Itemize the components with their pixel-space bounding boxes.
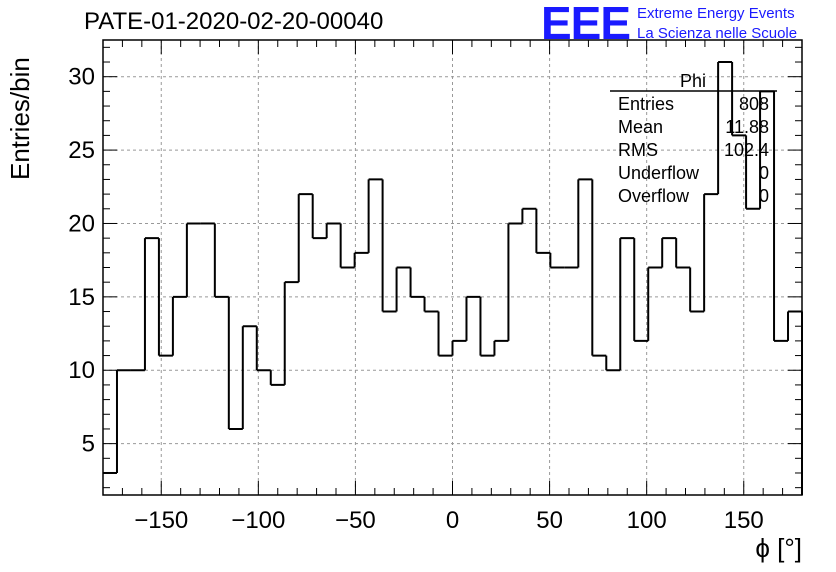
histogram-bin: [619, 237, 635, 371]
histogram-bin: [451, 339, 467, 356]
stats-value: 0: [759, 163, 769, 183]
histogram-bin: [703, 193, 719, 312]
logo-caption: Extreme Energy Events La Scienza nelle S…: [637, 4, 797, 44]
stats-value: 0: [759, 186, 769, 206]
histogram-bin: [437, 311, 453, 357]
histogram-bin: [171, 295, 187, 356]
stats-value: 808: [739, 94, 769, 114]
y-tick-label: 20: [68, 210, 95, 237]
histogram-bin: [773, 91, 789, 342]
histogram-bin: [689, 267, 705, 313]
stats-label: Underflow: [618, 163, 700, 183]
histogram-bin: [213, 223, 229, 298]
x-tick-label: 0: [446, 507, 459, 534]
histogram-bin: [745, 135, 761, 210]
histogram-bin: [311, 194, 327, 240]
x-tick-label: 50: [536, 507, 563, 534]
x-tick-label: −50: [335, 507, 376, 534]
histogram-bin: [339, 223, 355, 269]
x-axis-label: ϕ [°]: [755, 533, 802, 563]
histogram-bin: [157, 238, 173, 357]
histogram-bin: [549, 252, 565, 269]
stats-label: Mean: [618, 117, 663, 137]
histogram-bin: [535, 208, 551, 254]
y-tick-label: 10: [68, 357, 95, 384]
histogram-bin: [325, 222, 341, 239]
histogram-bin: [591, 179, 607, 357]
x-tick-label: −150: [134, 507, 188, 534]
histogram-bin: [605, 355, 621, 372]
histogram-bin: [115, 369, 131, 473]
histogram-bin: [731, 62, 747, 137]
stats-value: 102.4: [724, 140, 769, 160]
histogram-bin: [577, 178, 593, 268]
stats-label: Overflow: [618, 186, 690, 206]
histogram-bin: [479, 296, 495, 357]
histogram-bin: [381, 179, 397, 313]
histogram-bin: [633, 238, 649, 342]
histogram-bin: [353, 251, 369, 268]
histogram-bin: [241, 325, 257, 429]
stats-label: RMS: [618, 140, 658, 160]
y-tick-label: 5: [82, 431, 95, 458]
logo-line-1: Extreme Energy Events: [637, 5, 795, 22]
x-tick-label: 100: [627, 507, 667, 534]
stats-value: 11.88: [725, 117, 769, 137]
histogram-bin: [717, 61, 733, 195]
histogram-bin: [675, 238, 691, 269]
eee-logo: EEE: [541, 0, 631, 49]
histogram-bin: [423, 296, 439, 313]
x-tick-label: 150: [724, 507, 764, 534]
stats-label: Entries: [618, 94, 674, 114]
histogram-bin: [255, 326, 271, 372]
histogram-bin: [283, 281, 299, 385]
histogram-bin: [409, 267, 425, 298]
histogram-bin: [395, 266, 411, 312]
histogram-bin: [227, 296, 243, 430]
histogram-bin: [143, 237, 159, 371]
histogram-bin: [269, 370, 285, 386]
stats-name: Phi: [680, 71, 706, 91]
x-tick-label: −100: [231, 507, 285, 534]
y-tick-label: 30: [68, 64, 95, 91]
histogram-bin: [521, 207, 537, 224]
histogram-bin: [493, 339, 509, 356]
histogram-bin: [297, 193, 313, 283]
histogram-bin: [647, 266, 663, 341]
histogram-bin: [185, 222, 201, 297]
y-tick-label: 25: [68, 137, 95, 164]
histogram-bin: [465, 295, 481, 341]
histogram-bin: [367, 178, 383, 253]
histogram-bin: [661, 237, 677, 268]
histogram-bin: [507, 222, 523, 341]
logo-line-2: La Scienza nelle Scuole: [637, 25, 798, 42]
y-tick-label: 15: [68, 284, 95, 311]
chart-title: PATE-01-2020-02-20-00040: [84, 8, 384, 35]
